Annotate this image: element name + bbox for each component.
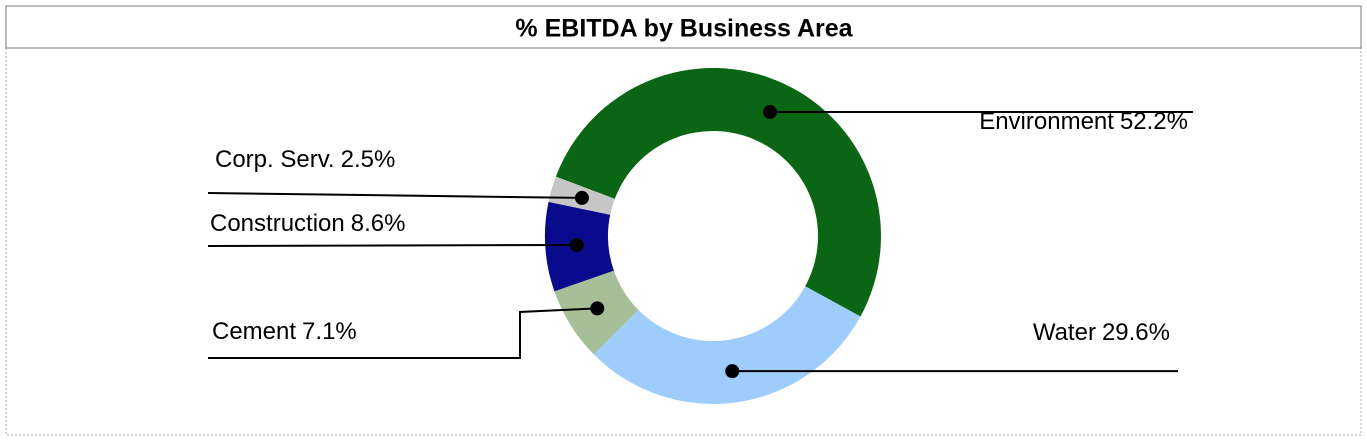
slice-label: Environment 52.2% [979,108,1188,135]
leader-dot [574,190,589,205]
leader-line [207,192,582,199]
slice-label: Construction 8.6% [210,210,405,237]
category-name: Corp. Serv. [215,146,335,173]
slice-label: Cement 7.1% [212,318,357,345]
donut-slice [555,68,881,317]
category-name: Water [1033,319,1096,346]
title-box [5,5,1362,49]
value-label: 7.1% [302,318,357,345]
slice-label: Corp. Serv. 2.5% [215,146,395,173]
value-label: 29.6% [1102,319,1170,346]
value-label: 8.6% [351,210,406,237]
leader-dot [590,301,605,316]
leader-dot [762,104,777,119]
category-name: Cement [212,318,296,345]
category-name: Construction [210,210,345,237]
value-label: 52.2% [1120,108,1188,135]
value-label: 2.5% [341,146,396,173]
leader-dot [725,364,740,379]
donut-slice [593,286,861,405]
leader-line [207,243,577,247]
slice-label: Water 29.6% [1033,319,1170,346]
leader-dot [569,237,584,252]
leader-line [208,307,598,359]
chart-title: % EBITDA by Business Area [515,15,853,43]
category-name: Environment [979,108,1114,135]
